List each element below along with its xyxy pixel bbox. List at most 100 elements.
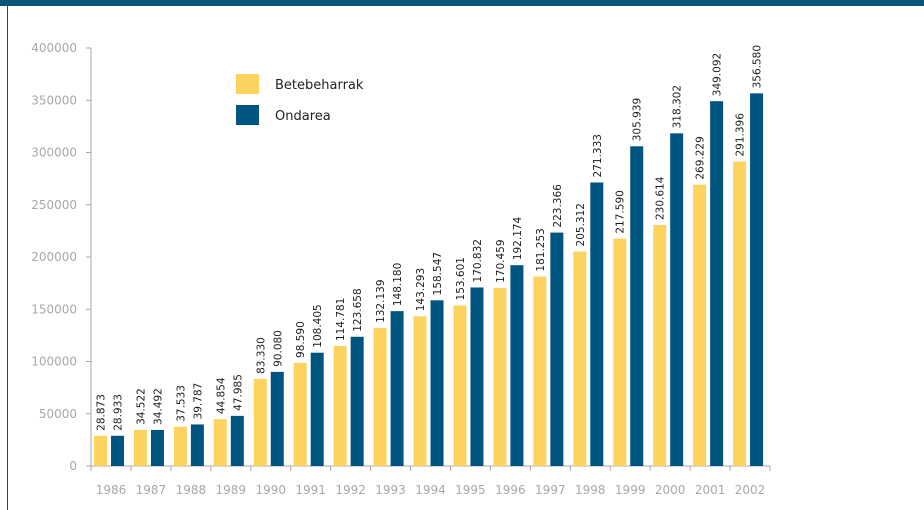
bar-value-label: 170.459 xyxy=(495,239,507,282)
chart-bars xyxy=(94,93,764,467)
bar-betebeharrak xyxy=(693,184,707,466)
bar-ondarea xyxy=(230,415,244,466)
bar-value-label: 318.302 xyxy=(672,85,684,128)
x-tick-label: 1994 xyxy=(415,483,446,497)
bar-value-label: 90.080 xyxy=(272,330,284,367)
bar-value-label: 223.366 xyxy=(552,184,564,228)
bar-value-label: 28.873 xyxy=(96,394,108,431)
bar-value-label: 123.658 xyxy=(352,288,364,331)
x-tick-label: 1997 xyxy=(535,483,566,497)
bar-value-label: 205.312 xyxy=(575,203,587,246)
top-band xyxy=(0,0,924,6)
bar-betebeharrak xyxy=(333,346,347,466)
x-tick-label: 1993 xyxy=(375,483,406,497)
bar-value-label: 349.092 xyxy=(712,53,724,96)
bar-ondarea xyxy=(710,101,724,467)
bar-value-label: 114.781 xyxy=(335,298,347,341)
bar-ondarea xyxy=(190,424,204,466)
bar-ondarea xyxy=(350,336,364,466)
bar-value-label: 108.405 xyxy=(312,304,324,347)
bar-betebeharrak xyxy=(293,362,307,466)
bar-betebeharrak xyxy=(173,426,187,466)
x-tick-label: 1991 xyxy=(295,483,326,497)
bar-ondarea xyxy=(111,435,124,466)
bar-betebeharrak xyxy=(533,276,547,466)
y-tick-label: 0 xyxy=(69,459,77,473)
bar-betebeharrak xyxy=(373,327,387,466)
x-tick-label: 1988 xyxy=(176,483,207,497)
y-tick-label: 200000 xyxy=(31,250,77,264)
y-tick-label: 250000 xyxy=(31,198,77,212)
left-rule xyxy=(7,6,8,510)
y-tick-label: 150000 xyxy=(31,302,77,316)
x-tick-label: 1987 xyxy=(136,483,167,497)
bar-ondarea xyxy=(310,352,324,466)
bar-ondarea xyxy=(670,133,684,467)
bar-value-label: 83.330 xyxy=(255,337,267,374)
x-tick-label: 1998 xyxy=(575,483,606,497)
bar-betebeharrak xyxy=(253,378,267,466)
bar-value-label: 148.180 xyxy=(392,263,404,306)
bar-value-label: 98.590 xyxy=(295,321,307,358)
chart-legend: Betebeharrak Ondarea xyxy=(236,74,364,125)
bar-value-label: 217.590 xyxy=(615,190,627,233)
legend-label: Ondarea xyxy=(275,109,331,124)
x-tick-label: 1990 xyxy=(255,483,286,497)
bar-value-label: 269.229 xyxy=(695,136,707,179)
x-tick-label: 1992 xyxy=(335,483,366,497)
legend-swatch xyxy=(236,105,259,125)
chart-axes: 0 50000 100000 150000 200000 250000 300000 3500… xyxy=(31,41,771,497)
bar-value-label: 356.580 xyxy=(752,45,764,88)
bar-ondarea xyxy=(510,265,524,466)
bar-ondarea xyxy=(630,146,644,466)
bar-ondarea xyxy=(550,232,564,466)
bar-value-label: 37.533 xyxy=(175,385,187,422)
bar-ondarea xyxy=(750,93,764,466)
bar-value-label: 143.293 xyxy=(415,268,427,311)
legend-swatch xyxy=(236,74,259,94)
bar-ondarea xyxy=(390,311,404,466)
x-tick-label: 1995 xyxy=(455,483,486,497)
bar-betebeharrak xyxy=(733,161,747,466)
bar-value-label: 47.985 xyxy=(232,374,244,411)
bar-betebeharrak xyxy=(413,316,427,466)
bar-value-label: 44.854 xyxy=(215,377,227,414)
x-tick-label: 2002 xyxy=(735,483,766,497)
bar-ondarea xyxy=(430,300,444,466)
bar-value-label: 34.522 xyxy=(135,388,147,425)
bar-ondarea xyxy=(470,287,484,466)
bar-betebeharrak xyxy=(493,287,507,466)
x-tick-label: 2001 xyxy=(695,483,726,497)
bar-ondarea xyxy=(590,182,604,466)
bar-value-label: 305.939 xyxy=(632,98,644,141)
bar-value-label: 230.614 xyxy=(655,176,667,220)
bar-ondarea xyxy=(270,371,284,466)
bar-betebeharrak xyxy=(94,435,107,466)
y-tick-label: 50000 xyxy=(39,407,77,421)
x-tick-label: 1986 xyxy=(96,483,127,497)
bar-value-label: 34.492 xyxy=(152,388,164,425)
bar-betebeharrak xyxy=(573,251,587,466)
x-tick-label: 1989 xyxy=(216,483,247,497)
bar-value-label: 39.787 xyxy=(192,383,204,420)
bar-value-label: 291.396 xyxy=(735,113,747,157)
bar-betebeharrak xyxy=(653,225,667,466)
x-tick-label: 2000 xyxy=(655,483,686,497)
bar-betebeharrak xyxy=(213,419,227,466)
y-tick-label: 100000 xyxy=(31,355,77,369)
bar-value-label: 181.253 xyxy=(535,228,547,271)
bar-value-label: 170.832 xyxy=(472,239,484,282)
bar-value-label: 271.333 xyxy=(592,134,604,177)
bar-value-label: 153.601 xyxy=(455,257,467,300)
y-tick-label: 300000 xyxy=(31,146,77,160)
y-tick-label: 400000 xyxy=(31,41,77,55)
x-tick-label: 1999 xyxy=(615,483,646,497)
x-tick-label: 1996 xyxy=(495,483,526,497)
bar-value-label: 158.547 xyxy=(432,252,444,295)
bar-betebeharrak xyxy=(453,305,467,466)
bar-betebeharrak xyxy=(133,429,147,466)
y-tick-label: 350000 xyxy=(31,93,77,107)
bar-value-label: 28.933 xyxy=(113,394,125,431)
